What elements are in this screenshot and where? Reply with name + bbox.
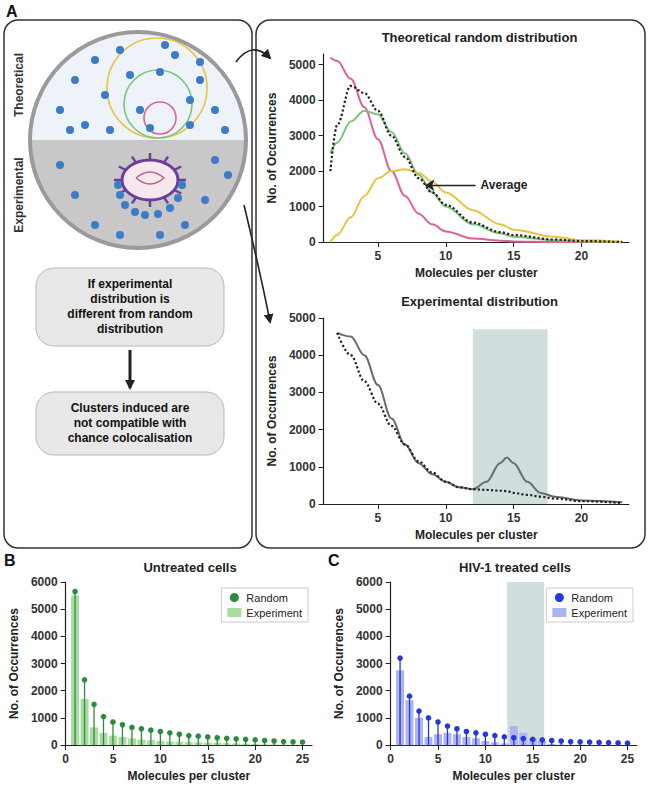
svg-text:5: 5 (375, 511, 382, 525)
svg-text:Random: Random (246, 592, 288, 604)
svg-text:1000: 1000 (356, 711, 383, 725)
svg-text:B: B (4, 552, 16, 569)
svg-text:2000: 2000 (289, 423, 316, 437)
svg-text:0: 0 (51, 738, 58, 752)
svg-text:Experimental: Experimental (12, 157, 26, 232)
svg-text:Untreated cells: Untreated cells (143, 560, 236, 575)
svg-text:C: C (328, 552, 340, 569)
svg-text:Average: Average (481, 178, 528, 192)
svg-text:15: 15 (201, 752, 215, 766)
svg-text:3000: 3000 (289, 129, 316, 143)
svg-text:No. of Occurrences: No. of Occurrences (332, 608, 346, 719)
svg-text:6000: 6000 (356, 575, 383, 589)
svg-text:0: 0 (62, 752, 69, 766)
svg-text:0: 0 (309, 497, 316, 511)
svg-text:2000: 2000 (31, 684, 58, 698)
svg-text:5000: 5000 (31, 602, 58, 616)
svg-text:4000: 4000 (289, 93, 316, 107)
svg-text:Clusters induced are: Clusters induced are (71, 401, 190, 415)
svg-text:6000: 6000 (31, 575, 58, 589)
svg-text:Molecules per cluster: Molecules per cluster (452, 769, 575, 783)
svg-text:5: 5 (375, 249, 382, 263)
svg-text:Experiment: Experiment (246, 607, 302, 619)
svg-text:4000: 4000 (356, 629, 383, 643)
svg-text:No. of Occurrences: No. of Occurrences (265, 355, 279, 466)
svg-text:15: 15 (507, 249, 521, 263)
svg-text:No. of Occurrences: No. of Occurrences (7, 608, 21, 719)
svg-text:Random: Random (571, 592, 613, 604)
svg-text:1000: 1000 (289, 200, 316, 214)
svg-text:10: 10 (439, 511, 453, 525)
svg-text:A: A (6, 3, 18, 20)
svg-text:3000: 3000 (289, 385, 316, 399)
svg-text:1000: 1000 (289, 460, 316, 474)
svg-text:25: 25 (621, 752, 635, 766)
svg-text:5: 5 (110, 752, 117, 766)
svg-text:25: 25 (296, 752, 310, 766)
svg-text:15: 15 (526, 752, 540, 766)
svg-text:3000: 3000 (31, 657, 58, 671)
svg-text:Theoretical: Theoretical (12, 53, 26, 117)
svg-text:No. of Occurrences: No. of Occurrences (265, 92, 279, 203)
svg-text:20: 20 (575, 511, 589, 525)
svg-text:HIV-1 treated cells: HIV-1 treated cells (459, 560, 571, 575)
svg-text:Molecules per cluster: Molecules per cluster (415, 528, 538, 542)
svg-text:distribution is: distribution is (90, 292, 170, 306)
svg-text:Molecules per cluster: Molecules per cluster (127, 769, 250, 783)
svg-text:20: 20 (573, 752, 587, 766)
svg-text:Experiment: Experiment (571, 607, 627, 619)
svg-text:different from random: different from random (67, 307, 192, 321)
svg-text:4000: 4000 (31, 629, 58, 643)
svg-text:5000: 5000 (289, 311, 316, 325)
svg-text:10: 10 (154, 752, 168, 766)
svg-text:0: 0 (387, 752, 394, 766)
svg-text:0: 0 (376, 738, 383, 752)
svg-text:0: 0 (309, 235, 316, 249)
svg-text:Molecules per cluster: Molecules per cluster (415, 266, 538, 280)
svg-text:20: 20 (575, 249, 589, 263)
svg-text:3000: 3000 (356, 657, 383, 671)
svg-text:Experimental distribution: Experimental distribution (401, 294, 558, 309)
svg-text:15: 15 (507, 511, 521, 525)
svg-text:5000: 5000 (289, 58, 316, 72)
svg-text:2000: 2000 (289, 164, 316, 178)
svg-text:not compatible with: not compatible with (74, 416, 187, 430)
svg-text:5000: 5000 (356, 602, 383, 616)
svg-text:1000: 1000 (31, 711, 58, 725)
svg-text:If experimental: If experimental (88, 277, 173, 291)
svg-text:distribution: distribution (97, 322, 163, 336)
svg-text:10: 10 (439, 249, 453, 263)
svg-text:20: 20 (248, 752, 262, 766)
svg-text:10: 10 (479, 752, 493, 766)
svg-text:2000: 2000 (356, 684, 383, 698)
svg-text:chance colocalisation: chance colocalisation (68, 431, 193, 445)
svg-text:5: 5 (435, 752, 442, 766)
svg-text:Theoretical random distributio: Theoretical random distribution (382, 30, 578, 45)
svg-text:4000: 4000 (289, 348, 316, 362)
